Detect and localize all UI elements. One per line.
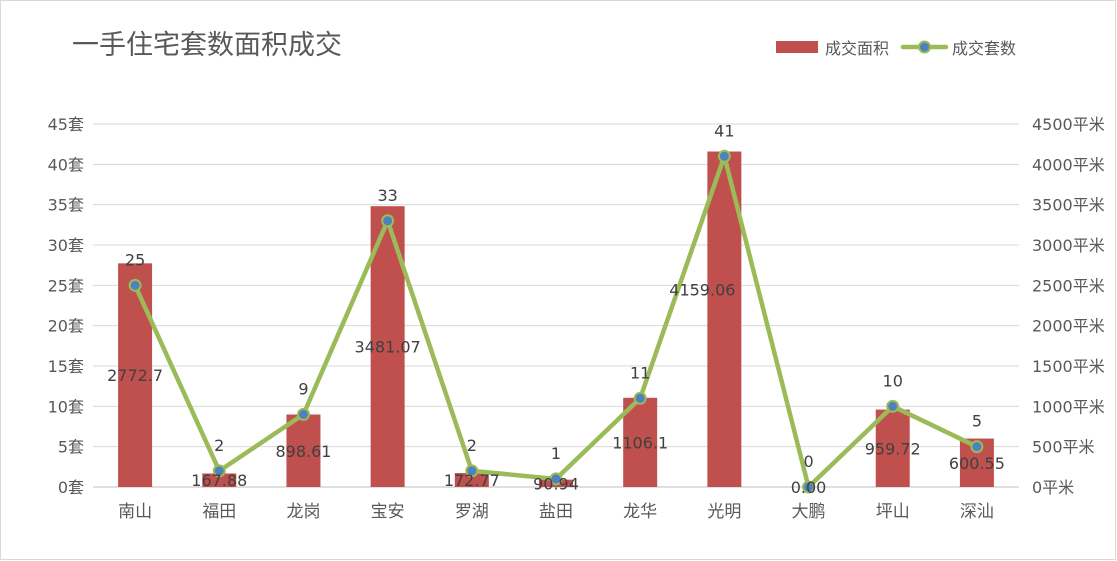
category-label: 盐田 [539,502,573,522]
line-data-label: 1 [551,444,561,463]
y-right-tick-label: 2000平米 [1032,317,1105,336]
line-marker [381,214,395,228]
category-label: 龙华 [623,502,657,522]
line-data-label: 25 [125,250,145,269]
line-marker [549,472,563,486]
y-left-tick-label: 10套 [48,397,84,416]
line-data-label: 11 [630,363,650,382]
y-right-tick-label: 3000平米 [1032,236,1105,255]
chart-title: 一手住宅套数面积成交 [72,30,342,61]
line-marker [212,464,226,478]
y-left-tick-label: 45套 [48,115,84,134]
bar [202,473,237,487]
line-data-label: 2 [467,436,477,455]
line-data-label: 2 [214,436,224,455]
bar-data-label: 172.77 [444,471,500,490]
bar-data-label: 3481.07 [355,338,421,357]
line-data-label: 5 [972,412,982,431]
bar-data-label: 600.55 [949,454,1005,473]
bar-data-label: 90.94 [533,474,579,493]
line-marker [465,464,479,478]
y-left-tick-label: 15套 [48,357,84,376]
line-data-label: 10 [883,371,903,390]
category-label: 光明 [707,502,741,522]
line-marker [717,149,731,163]
y-left-tick-label: 40套 [48,155,84,174]
y-right-tick-label: 3500平米 [1032,196,1105,215]
y-left-tick-label: 30套 [48,236,84,255]
bar [875,409,910,487]
y-left-tick-label: 5套 [58,438,84,457]
y-left-tick-label: 35套 [48,196,84,215]
bar-data-label: 1106.1 [612,433,668,452]
line-data-label: 41 [714,121,734,140]
y-left-tick-label: 0套 [58,478,84,497]
line-marker [296,407,310,421]
legend-bar-swatch [776,41,818,53]
line-marker [802,480,816,494]
category-label: 坪山 [876,502,910,522]
bar-data-label: 898.61 [275,442,331,461]
bar [118,263,153,487]
legend-line-label: 成交套数 [952,39,1016,58]
bar-data-label: 0.00 [791,478,827,497]
category-label: 深汕 [960,502,994,522]
bar [623,397,658,487]
y-right-tick-label: 4000平米 [1032,155,1105,174]
category-label: 龙岗 [286,502,320,522]
bar-data-label: 4159.06 [669,280,735,299]
line-marker [128,278,142,292]
bar-data-label: 2772.7 [107,366,163,385]
legend-bar-label: 成交面积 [825,39,889,58]
y-axis-right: 0平米 500平米 1000平米 1500平米 2000平米 2500平米 3000平米 35… [1032,115,1105,497]
y-right-tick-label: 500平米 [1032,438,1095,457]
line-marker [886,399,900,413]
y-right-tick-label: 1500平米 [1032,357,1105,376]
legend: 成交面积 成交套数 [776,39,1016,58]
y-right-tick-label: 4500平米 [1032,115,1105,134]
category-label: 福田 [202,502,236,522]
bar [286,414,321,487]
bar-data-label: 167.88 [191,471,247,490]
line-marker [633,391,647,405]
legend-marker-swatch [918,40,931,54]
y-axis-left: 0套 5套 10套 15套 20套 25套 30套 35套 40套 45套 [48,115,84,497]
bar-data-label: 959.72 [865,439,921,458]
category-label: 大鹏 [792,502,826,522]
y-right-tick-label: 1000平米 [1032,397,1105,416]
line-data-label: 9 [298,379,308,398]
x-axis: 南山 福田 龙岗 宝安 罗湖 盐田 龙华 光明 大鹏 坪山 深汕 [118,502,994,522]
bar [454,473,489,487]
y-right-tick-label: 0平米 [1032,478,1074,497]
line-series [128,149,984,494]
line-data-label: 0 [803,452,813,471]
category-label: 罗湖 [455,502,489,522]
y-left-tick-label: 25套 [48,276,84,295]
y-left-tick-label: 20套 [48,317,84,336]
category-label: 宝安 [371,502,405,522]
category-label: 南山 [118,502,152,522]
y-right-tick-label: 2500平米 [1032,276,1105,295]
line-data-label: 33 [377,186,397,205]
line-marker [970,440,984,454]
